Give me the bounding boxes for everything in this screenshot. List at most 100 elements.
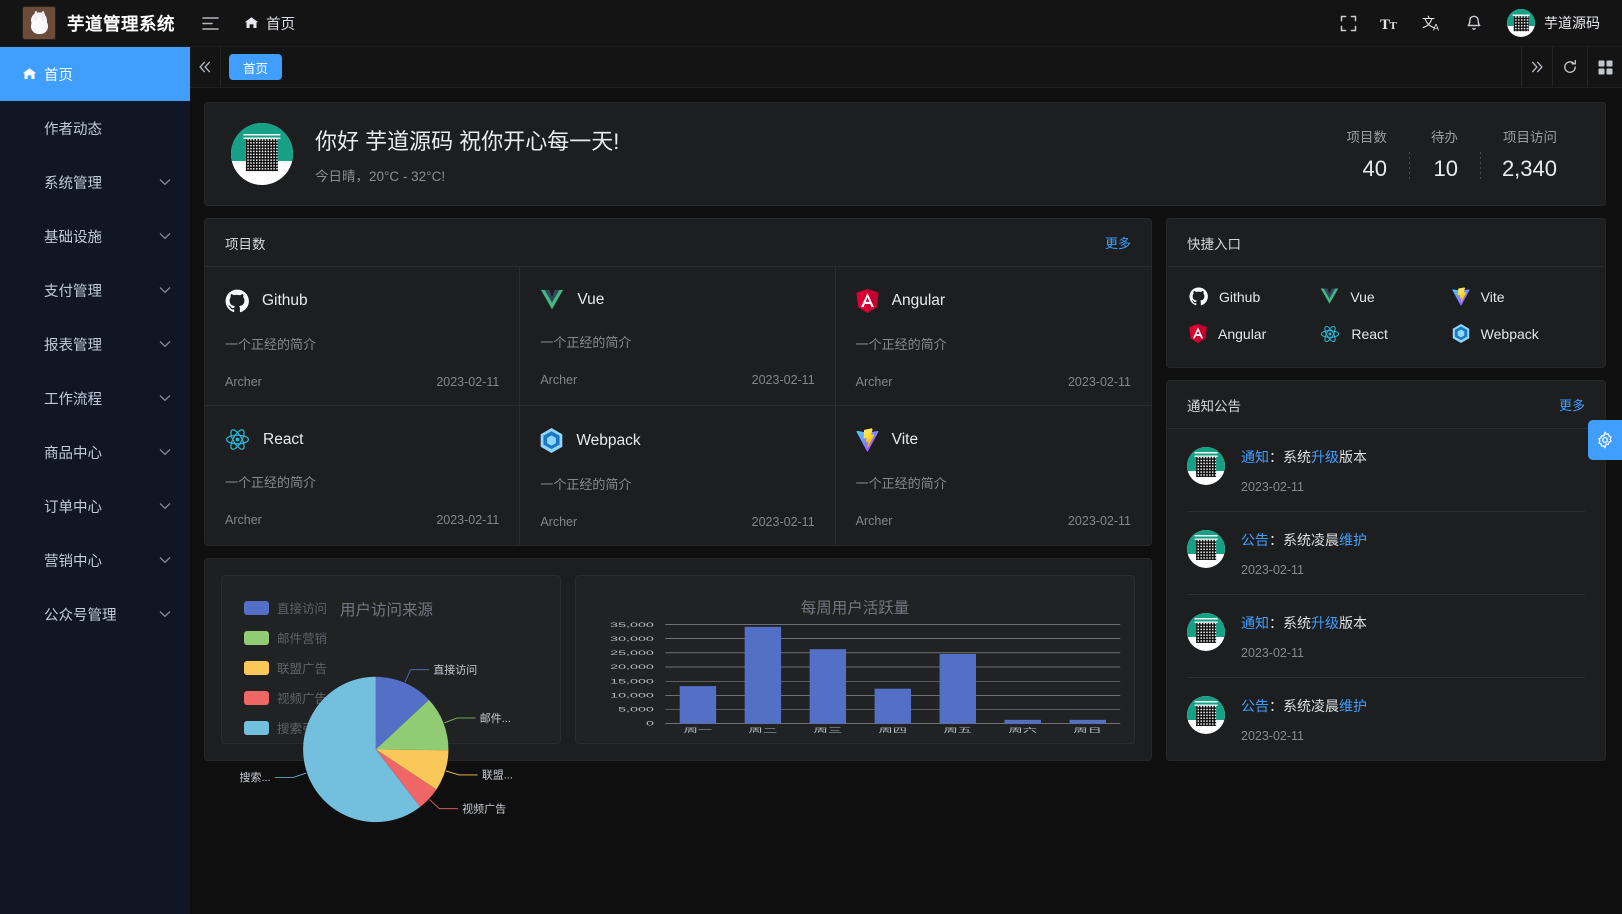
sidebar-item-system-management[interactable]: 系统管理	[0, 155, 190, 209]
sidebar-item-marketing-center[interactable]: 营销中心	[0, 533, 190, 587]
sidebar-item-label: 订单中心	[44, 499, 102, 516]
project-card-angular[interactable]: Angular 一个正经的简介 Archer 2023-02-11	[835, 267, 1151, 406]
bar[interactable]	[744, 626, 782, 724]
project-card-webpack[interactable]: Webpack 一个正经的简介 Archer 2023-02-11	[520, 406, 836, 545]
sidebar-item-report-management[interactable]: 报表管理	[0, 317, 190, 371]
bar[interactable]	[1069, 719, 1107, 724]
legend-swatch	[244, 660, 269, 675]
tabs-scroll-right-icon[interactable]	[1521, 47, 1552, 87]
bar[interactable]	[939, 653, 976, 724]
project-desc: 一个正经的简介	[855, 337, 947, 352]
angular-icon	[856, 289, 879, 313]
project-date: 2023-02-11	[436, 375, 500, 389]
pie-slice[interactable]	[303, 676, 421, 823]
bar[interactable]	[1004, 719, 1041, 724]
settings-drawer-button[interactable]	[1588, 420, 1622, 460]
pie-slice[interactable]	[375, 749, 437, 808]
sidebar-item-official-account[interactable]: 公众号管理	[0, 587, 190, 641]
pie-slice[interactable]	[375, 699, 449, 751]
quick-entry-grid: Github Vue	[1167, 267, 1605, 367]
legend-item[interactable]: 邮件营销	[244, 628, 327, 647]
y-axis-tick: 5,000	[618, 707, 654, 714]
brand[interactable]: 芋道管理系统	[0, 0, 190, 46]
refresh-icon[interactable]	[1552, 47, 1587, 87]
legend-swatch	[244, 600, 269, 615]
notice-post: 版本	[1339, 615, 1367, 631]
tab-home[interactable]: 首页	[229, 54, 283, 80]
sidebar-item-product-center[interactable]: 商品中心	[0, 425, 190, 479]
y-axis-tick: 35,000	[610, 622, 654, 629]
stat-todo: 待办 10	[1408, 126, 1480, 182]
project-card-github[interactable]: Github 一个正经的简介 Archer 2023-02-11	[205, 267, 521, 406]
grid-icon[interactable]	[1587, 47, 1622, 87]
sidebar-item-order-center[interactable]: 订单中心	[0, 479, 190, 533]
legend-label: 视频广告	[277, 692, 328, 706]
legend-item[interactable]: 直接访问	[244, 598, 327, 617]
sidebar-item-workflow[interactable]: 工作流程	[0, 371, 190, 425]
sidebar-item-label: 系统管理	[44, 175, 102, 192]
project-card-react[interactable]: React 一个正经的简介 Archer 2023-02-11	[205, 406, 521, 545]
quick-entry-title: 快捷入口	[1187, 236, 1241, 252]
notices-more-link[interactable]: 更多	[1558, 398, 1585, 413]
bell-icon[interactable]	[1453, 0, 1495, 47]
svg-text:T: T	[1380, 17, 1390, 32]
sidebar-item-infrastructure[interactable]: 基础设施	[0, 209, 190, 263]
project-date: 2023-02-11	[1067, 514, 1131, 528]
project-card-vue[interactable]: Vue 一个正经的简介 Archer 2023-02-11	[520, 267, 836, 406]
project-desc: 一个正经的简介	[855, 476, 947, 491]
bar[interactable]	[809, 649, 847, 724]
chevron-down-icon	[159, 556, 171, 564]
project-name: React	[263, 430, 304, 448]
stat-project-count: 项目数 40	[1324, 126, 1409, 182]
projects-more-link[interactable]: 更多	[1104, 236, 1131, 251]
sidebar-item-payment-management[interactable]: 支付管理	[0, 263, 190, 317]
quick-entry-vue[interactable]: Vue	[1320, 287, 1451, 306]
notice-highlight: 升级	[1311, 449, 1339, 465]
project-card-vite[interactable]: Vite 一个正经的简介 Archer 2023-02-11	[836, 406, 1151, 545]
sidebar-item-author-news[interactable]: 作者动态	[0, 101, 190, 155]
legend-item[interactable]: 视频广告	[244, 688, 327, 707]
user-menu[interactable]: 芋道源码	[1495, 0, 1608, 47]
greeting-title: 你好 芋道源码 祝你开心每一天!	[315, 128, 620, 154]
quick-entry-webpack[interactable]: Webpack	[1452, 324, 1583, 343]
bar[interactable]	[874, 688, 912, 724]
project-name: Angular	[891, 292, 946, 309]
chevron-down-icon	[159, 448, 171, 456]
x-axis-tick: 周三	[814, 727, 843, 734]
stat-label: 待办	[1430, 130, 1458, 145]
notice-highlight: 维护	[1339, 698, 1367, 714]
notice-title: 通知：系统升级版本	[1241, 613, 1585, 633]
hamburger-icon[interactable]	[190, 0, 230, 47]
vite-icon	[1452, 287, 1470, 306]
charts-row: 用户访问来源 直接访问 邮件营销	[205, 559, 1151, 823]
bar[interactable]	[679, 686, 717, 724]
translate-icon[interactable]: 文 A	[1411, 0, 1453, 47]
notice-item[interactable]: 通知：系统升级版本 2023-02-11	[1187, 429, 1585, 512]
sidebar-item-label: 营销中心	[44, 553, 102, 570]
x-axis-tick: 周一	[684, 727, 713, 734]
notice-item[interactable]: 公告：系统凌晨维护 2023-02-11	[1187, 678, 1585, 760]
brand-title: 芋道管理系统	[67, 13, 175, 34]
notice-item[interactable]: 公告：系统凌晨维护 2023-02-11	[1187, 512, 1585, 595]
chevron-down-icon	[159, 178, 171, 186]
quick-entry-github[interactable]: Github	[1189, 287, 1320, 306]
quick-entry-angular[interactable]: Angular	[1189, 324, 1320, 343]
quick-entry-react[interactable]: React	[1320, 324, 1451, 343]
fullscreen-icon[interactable]	[1327, 0, 1369, 47]
react-icon	[225, 428, 250, 451]
breadcrumb-label: 首页	[266, 16, 295, 33]
legend-item[interactable]: 联盟广告	[244, 658, 327, 677]
svg-text:文: 文	[1422, 16, 1435, 31]
font-size-icon[interactable]: T T	[1369, 0, 1411, 47]
pie-slice[interactable]	[375, 749, 449, 790]
pie-label-line	[445, 770, 478, 776]
pie-label-line	[274, 772, 307, 778]
notice-sep: ：	[1269, 532, 1283, 548]
notice-item[interactable]: 通知：系统升级版本 2023-02-11	[1187, 595, 1585, 678]
quick-entry-vite[interactable]: Vite	[1452, 287, 1583, 306]
sidebar-item-home[interactable]: 首页	[0, 47, 190, 101]
pie-slice[interactable]	[375, 676, 429, 750]
tabs-scroll-left-icon[interactable]	[190, 47, 221, 87]
breadcrumb[interactable]: 首页	[230, 13, 295, 34]
